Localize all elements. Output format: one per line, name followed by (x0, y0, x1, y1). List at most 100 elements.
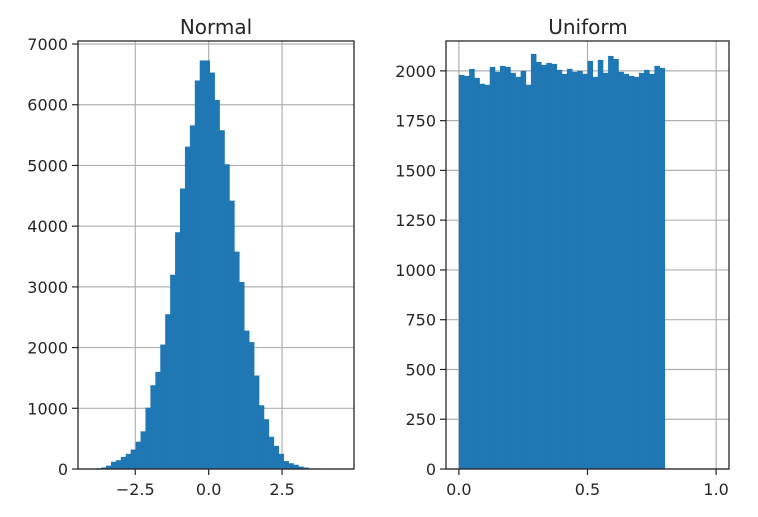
uniform-histogram-bar (654, 65, 660, 469)
normal-histogram-bar (120, 456, 127, 469)
normal-histogram-bar (110, 461, 117, 469)
normal-histogram-bar (214, 99, 220, 469)
uniform-histogram-bar (608, 55, 614, 469)
normal-histogram-bar (135, 441, 141, 469)
normal-y-tick-label: 3000 (27, 278, 68, 297)
normal-x-tick-label: 2.5 (269, 480, 294, 499)
normal-histogram-bar (298, 466, 304, 469)
uniform-histogram-bar (530, 53, 537, 469)
normal-histogram-bar (219, 130, 225, 469)
normal-histogram-bar (170, 274, 176, 469)
uniform-histogram-bar (649, 73, 655, 470)
normal-histogram-bar (303, 467, 309, 469)
normal-histogram-bar (160, 344, 166, 469)
normal-histogram-bar (273, 445, 280, 469)
uniform-histogram-bar (510, 72, 516, 469)
uniform-chart-title: Uniform (548, 15, 628, 39)
uniform-histogram-bar (618, 71, 624, 470)
normal-chart-title: Normal (180, 15, 252, 39)
uniform-histogram-bar (659, 67, 666, 469)
normal-histogram-bar (189, 125, 196, 470)
normal-x-tick-label: −2.5 (116, 480, 155, 499)
uniform-histogram-bar (597, 59, 604, 470)
normal-histogram-bar (145, 407, 151, 469)
normal-histogram-bar (184, 146, 191, 470)
normal-histogram-bar (229, 200, 235, 469)
uniform-histogram-bar (515, 76, 522, 470)
normal-histogram-bar (258, 405, 265, 469)
uniform-histogram-bar (613, 58, 619, 469)
uniform-histogram-bar (489, 66, 496, 470)
uniform-histogram-bar (536, 61, 542, 470)
uniform-histogram-bar (546, 62, 552, 469)
normal-histogram-bar (249, 342, 255, 469)
normal-histogram-bar (175, 232, 181, 469)
uniform-histogram-panel: Uniform 0.0 0.5 1.0 0 250 500 750 1000 1250 1500… (395, 15, 730, 499)
uniform-y-tick-label: 1500 (395, 161, 436, 180)
uniform-histogram-bar (628, 75, 635, 469)
normal-histogram-bar (204, 60, 210, 470)
uniform-histogram-bar (469, 68, 475, 470)
normal-histogram-bar (239, 282, 245, 469)
normal-x-ticks: −2.5 0.0 2.5 (116, 469, 295, 499)
uniform-histogram-bar (644, 69, 650, 470)
uniform-histogram-bar (572, 71, 578, 470)
normal-histogram-bar (234, 251, 240, 469)
uniform-y-tick-label: 1000 (395, 261, 436, 280)
normal-histogram-bar (263, 419, 270, 469)
uniform-y-tick-label: 500 (405, 360, 436, 379)
uniform-y-tick-label: 750 (405, 311, 436, 330)
uniform-histogram-bar (602, 72, 609, 469)
uniform-histogram-bar (561, 73, 568, 470)
uniform-y-tick-label: 1250 (395, 211, 436, 230)
uniform-histogram-bar (592, 76, 599, 470)
normal-histogram-bar (283, 461, 289, 469)
normal-y-tick-label: 7000 (27, 35, 68, 54)
uniform-histogram-bar (541, 64, 547, 470)
normal-x-tick-label: 0.0 (196, 480, 221, 499)
uniform-histogram-bar (638, 72, 645, 469)
normal-y-tick-label: 6000 (27, 96, 68, 115)
uniform-histogram-bar (484, 84, 491, 469)
normal-histogram-bar (268, 436, 275, 469)
normal-y-tick-label: 0 (58, 460, 68, 479)
uniform-x-tick-label: 0.0 (446, 480, 471, 499)
normal-histogram-bar (194, 80, 201, 469)
normal-histogram-panel: Normal −2.5 0.0 2.5 0 1000 2000 3000 4000 5000 6… (27, 15, 355, 499)
uniform-histogram-bar (566, 68, 573, 470)
uniform-histogram-bar (587, 60, 594, 469)
normal-histogram-bar (244, 330, 250, 469)
uniform-histogram-bar (479, 83, 485, 470)
uniform-y-tick-label: 0 (426, 460, 436, 479)
normal-bars (91, 60, 329, 470)
normal-histogram-bar (106, 465, 112, 469)
uniform-x-tick-label: 1.0 (703, 480, 728, 499)
uniform-histogram-bar (474, 77, 480, 469)
uniform-y-tick-label: 250 (405, 410, 436, 429)
uniform-histogram-bar (556, 69, 563, 470)
normal-histogram-bar (199, 60, 206, 470)
uniform-histogram-bar (464, 75, 470, 469)
normal-y-tick-label: 1000 (27, 399, 68, 418)
uniform-x-ticks: 0.0 0.5 1.0 (446, 469, 729, 499)
normal-y-tick-label: 2000 (27, 339, 68, 358)
uniform-y-tick-label: 2000 (395, 62, 436, 81)
uniform-x-tick-label: 0.5 (575, 480, 600, 499)
normal-histogram-bar (209, 72, 215, 470)
normal-histogram-bar (130, 449, 137, 469)
normal-y-ticks: 0 1000 2000 3000 4000 5000 6000 7000 (27, 35, 78, 479)
uniform-bars (458, 53, 666, 470)
uniform-histogram-bar (623, 73, 630, 470)
uniform-histogram-bar (582, 73, 588, 470)
normal-histogram-bar (224, 164, 230, 469)
normal-histogram-bar (155, 371, 161, 469)
uniform-histogram-bar (525, 84, 532, 469)
normal-histogram-bar (125, 453, 132, 469)
uniform-histogram-bar (577, 70, 583, 469)
uniform-histogram-bar (500, 65, 506, 469)
uniform-histogram-bar (633, 76, 640, 470)
normal-histogram-bar (140, 431, 146, 469)
uniform-histogram-bar (458, 74, 465, 469)
normal-histogram-bar (253, 375, 260, 469)
